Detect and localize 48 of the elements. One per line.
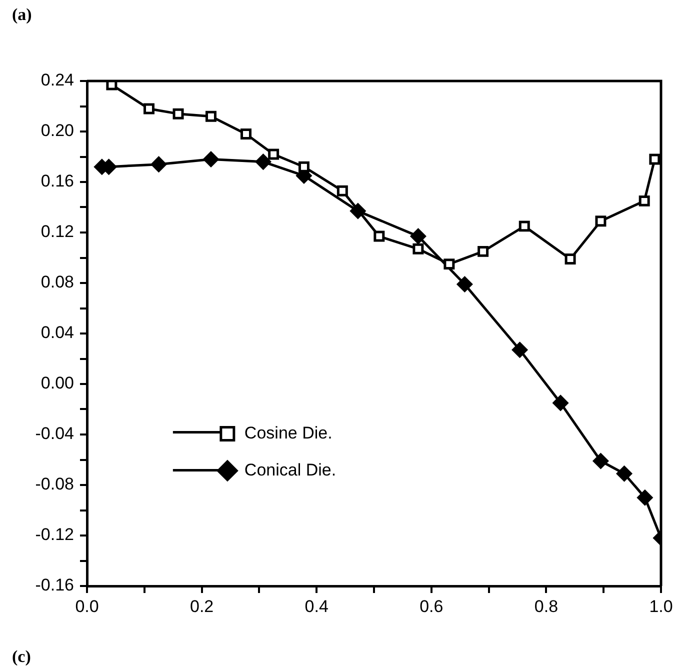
point <box>151 156 166 172</box>
x-tick-label: 0.6 <box>420 596 444 616</box>
x-tick-label: 0.4 <box>304 596 328 616</box>
point <box>268 148 280 160</box>
point <box>456 276 472 292</box>
point <box>592 453 608 469</box>
legend-label: Cosine Die. <box>244 423 332 442</box>
point <box>144 103 154 114</box>
point <box>444 258 455 270</box>
point <box>512 342 528 358</box>
point <box>410 228 426 244</box>
y-tick-label: -0.04 <box>35 424 74 444</box>
text: (c) <box>12 647 31 666</box>
point <box>638 195 650 206</box>
y-tick-label: 0.24 <box>40 70 74 90</box>
point <box>172 108 184 120</box>
y-tick-label: -0.08 <box>35 474 74 494</box>
y-tick-label: 0.20 <box>40 121 74 140</box>
y-tick-label: 0.00 <box>40 374 74 393</box>
point <box>240 128 252 140</box>
point <box>518 220 530 232</box>
point <box>478 246 489 257</box>
y-tick-label: -0.12 <box>35 525 74 544</box>
x-tick-label: 0.0 <box>75 596 99 616</box>
y-tick-label: 0.08 <box>40 272 74 292</box>
point <box>298 161 310 172</box>
point <box>616 466 632 482</box>
x-tick-label: 0.2 <box>190 596 214 616</box>
text: (a) <box>12 5 32 24</box>
point <box>336 185 348 196</box>
x-tick-label: 1.0 <box>649 596 673 616</box>
point <box>205 110 216 122</box>
point <box>552 395 568 411</box>
point <box>595 216 606 227</box>
y-tick-label: -0.16 <box>35 576 74 595</box>
point <box>649 154 660 165</box>
point <box>637 490 653 506</box>
point <box>106 81 118 90</box>
y-tick-label: 0.16 <box>40 172 74 191</box>
point <box>374 230 385 242</box>
y-tick-label: 0.12 <box>40 222 74 242</box>
legend-label: Conical Die. <box>244 460 336 480</box>
point <box>564 254 576 265</box>
point <box>412 243 424 254</box>
point <box>255 154 271 170</box>
x-tick-label: 0.8 <box>534 596 558 616</box>
point <box>203 152 219 168</box>
y-tick-label: 0.04 <box>40 323 74 342</box>
